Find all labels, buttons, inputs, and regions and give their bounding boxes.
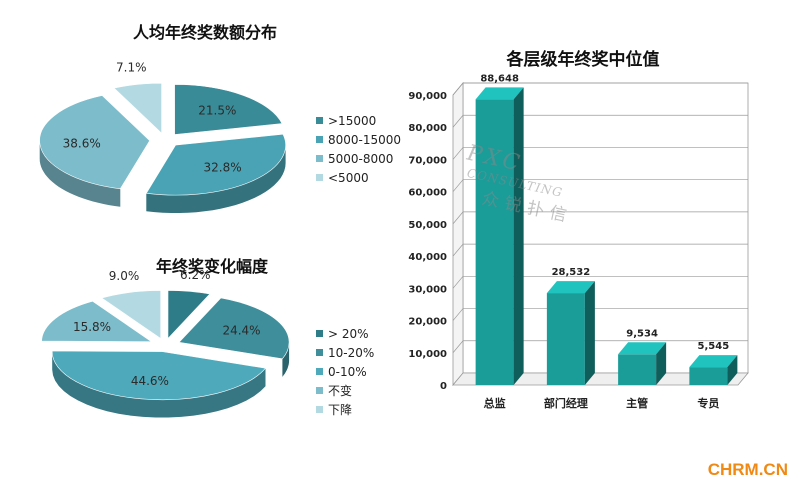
bar-top-3 (689, 355, 738, 368)
bar-y-tick-1: 10,000 (408, 349, 447, 360)
pie2-legend-swatch-2 (316, 368, 323, 375)
pie1-slice-side-1 (146, 145, 286, 213)
bar-0 (475, 99, 514, 385)
bar-y-tick-2: 20,000 (408, 317, 447, 328)
pie2-legend-swatch-1 (316, 349, 323, 356)
bar-y-tick-3: 30,000 (408, 284, 447, 295)
pie1-label-1: 32.8% (204, 161, 242, 175)
bar-value-label-2: 9,534 (626, 328, 658, 339)
pie1-slice-1 (145, 133, 286, 196)
bar-side-2 (656, 342, 667, 385)
bar-side-1 (584, 281, 595, 385)
bar-value-label-1: 28,532 (552, 267, 591, 278)
bar-gridline-side (452, 340, 464, 354)
bar-y-tick-4: 40,000 (408, 252, 447, 263)
bar-y-tick-8: 80,000 (408, 123, 447, 134)
bar-value-label-0: 88,648 (480, 73, 519, 84)
bar-category-label-0: 总监 (484, 396, 506, 410)
pie1-legend-label-3: <5000 (328, 171, 369, 185)
bar-gridline-side (452, 179, 464, 192)
pie1-label-0: 21.5% (198, 103, 236, 117)
bar-y-tick-5: 50,000 (408, 220, 447, 231)
bar-2 (618, 354, 657, 385)
bar-category-label-3: 专员 (697, 396, 719, 410)
bar-3 (689, 367, 728, 385)
pie2-legend-swatch-0 (316, 330, 323, 337)
bar-gridline-side (452, 276, 464, 289)
bar-gridline-side (452, 147, 464, 160)
brand-mark: CHRM.CN (707, 460, 788, 479)
bar-y-tick-9: 90,000 (408, 91, 447, 102)
bar-gridline-side (452, 114, 464, 128)
pie2-legend-swatch-4 (316, 406, 323, 413)
pie2-slice-0 (167, 290, 211, 340)
bar-y-tick-7: 70,000 (408, 155, 447, 166)
pie2-slices: 6.2% 24.4% 44.6% 15.8% 9.0% (41, 268, 290, 418)
pie2-label-1: 24.4% (222, 323, 260, 337)
pie2-label-2: 44.6% (131, 374, 169, 388)
pie1-legend-swatch-2 (316, 155, 323, 162)
pie2-legend-label-1: 10-20% (328, 346, 374, 360)
pie1-title: 人均年终奖数额分布 (133, 23, 277, 42)
bar-1 (546, 293, 585, 385)
pie1-label-2: 38.6% (63, 136, 101, 150)
pie2-slice-4 (101, 290, 162, 340)
pie1-legend-label-2: 5000-8000 (328, 152, 393, 166)
pie2-label-3: 15.8% (73, 320, 111, 334)
pie1-label-3: 7.1% (116, 61, 147, 75)
bar-value-label-3: 5,545 (698, 341, 730, 352)
pie1-slice-3 (113, 82, 162, 134)
bar-side-wall (452, 81, 464, 387)
bar-gridline-side (452, 243, 464, 257)
pie1-legend-label-1: 8000-15000 (328, 133, 401, 147)
bar-chart-title: 各层级年终奖中位值 (506, 49, 660, 70)
pie2-slice-2 (51, 350, 267, 401)
pie2-slice-1 (178, 297, 290, 360)
pie1-legend: >15000 8000-15000 5000-8000 <5000 (316, 114, 401, 185)
pie2-title: 年终奖变化幅度 (156, 257, 269, 276)
pie2-slice-side-2 (52, 351, 266, 418)
pie1-slice-2 (39, 95, 151, 190)
bar-y-tick-0: 0 (440, 381, 447, 392)
bar-top-0 (475, 87, 524, 100)
bar-gridline-side (452, 308, 464, 321)
bar-top-2 (618, 342, 667, 355)
pie2-legend-swatch-3 (316, 387, 323, 394)
bar-chart: 0 10,000 20,000 30,000 40,000 50,000 60,000 70,… (408, 73, 749, 410)
pie2-label-4: 9.0% (109, 269, 140, 283)
bar-category-label-1: 部门经理 (544, 396, 588, 410)
pie2-label-0: 6.2% (180, 268, 211, 282)
bar-side-3 (727, 355, 738, 385)
pie1-slice-side-2 (39, 140, 121, 207)
pie2-legend-label-2: 0-10% (328, 365, 367, 379)
pie1-legend-swatch-0 (316, 117, 323, 124)
bar-gridline-side (452, 82, 464, 96)
bar-side-0 (513, 87, 524, 385)
pie1-legend-swatch-1 (316, 136, 323, 143)
pie1-slice-0 (174, 84, 283, 135)
pie1-slices: 21.5% 32.8% 38.6% 7.1% (39, 61, 286, 213)
bar-top-1 (546, 281, 595, 294)
pie2-legend-label-3: 不变 (328, 383, 352, 398)
pie1-legend-label-0: >15000 (328, 114, 376, 128)
pie1-legend-swatch-3 (316, 174, 323, 181)
bar-category-label-2: 主管 (626, 396, 648, 410)
pie2-legend-label-4: 下降 (328, 403, 352, 417)
bar-gridline-side (452, 211, 464, 225)
bar-y-tick-6: 60,000 (408, 188, 447, 199)
pie2-slice-3 (41, 300, 153, 343)
pie2-legend-label-0: > 20% (328, 327, 369, 341)
